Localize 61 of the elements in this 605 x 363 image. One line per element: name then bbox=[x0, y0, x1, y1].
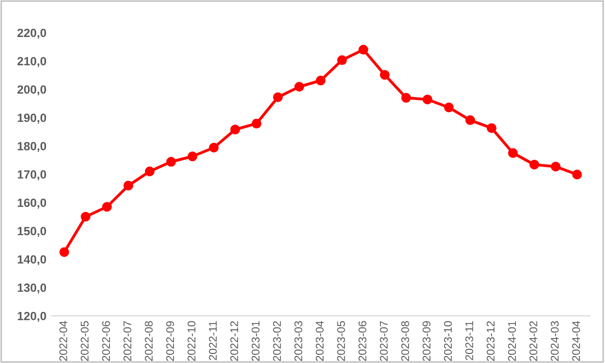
x-tick-label: 2023-07 bbox=[380, 321, 388, 361]
x-tick-label: 2022-12 bbox=[230, 321, 238, 361]
x-tick-label: 2024-03 bbox=[550, 321, 559, 361]
point bbox=[572, 170, 582, 180]
x-tick-label: 2023-09 bbox=[422, 321, 430, 361]
y-tick-label: 210,0 bbox=[17, 57, 46, 68]
point bbox=[166, 156, 176, 167]
x-tick-label: 2023-01 bbox=[252, 321, 260, 361]
y-tick-label: 170,0 bbox=[18, 170, 46, 180]
x-tick-label: 2023-02 bbox=[273, 321, 281, 361]
x-tick-label: 2023-05 bbox=[337, 321, 345, 361]
point bbox=[380, 70, 390, 80]
y-tick-label: 220,0 bbox=[17, 28, 46, 39]
point bbox=[188, 152, 198, 162]
x-tick-label: 2022-10 bbox=[188, 321, 196, 361]
y-tick-label: 180,0 bbox=[18, 142, 46, 152]
x-tick-label: 2024-04 bbox=[572, 320, 580, 361]
x-tick-label: 2022-07 bbox=[123, 321, 132, 361]
point bbox=[550, 162, 561, 172]
point bbox=[465, 115, 476, 126]
y-tick-label: 160,0 bbox=[18, 198, 46, 209]
x-tick-label: 2023-10 bbox=[444, 321, 452, 361]
point bbox=[358, 44, 368, 55]
x-tick-label: 2022-06 bbox=[102, 321, 110, 361]
point bbox=[444, 102, 454, 112]
point bbox=[80, 212, 90, 222]
x-tick-label: 2023-08 bbox=[401, 321, 410, 361]
point bbox=[401, 92, 411, 103]
point bbox=[316, 76, 326, 86]
x-tick-label: 2023-04 bbox=[316, 320, 324, 361]
x-tick-label: 2022-04 bbox=[59, 320, 68, 361]
x-tick-label: 2022-08 bbox=[144, 321, 153, 361]
point bbox=[422, 94, 432, 104]
x-tick-label: 2023-11 bbox=[465, 321, 474, 360]
y-tick-label: 200,0 bbox=[17, 85, 46, 96]
x-tick-label: 2024-02 bbox=[529, 321, 538, 361]
x-tick-label: 2023-03 bbox=[294, 321, 302, 361]
x-tick-label: 2022-09 bbox=[166, 321, 174, 361]
point bbox=[273, 92, 283, 102]
point bbox=[144, 166, 155, 176]
point bbox=[337, 55, 347, 65]
point bbox=[294, 82, 304, 92]
x-tick-label: 2022-11 bbox=[208, 321, 217, 360]
point bbox=[230, 124, 240, 134]
x-tick-label: 2023-12 bbox=[486, 321, 495, 361]
y-tick-label: 120,0 bbox=[18, 312, 46, 322]
y-tick-label: 150,0 bbox=[18, 226, 46, 237]
y-tick-label: 130,0 bbox=[18, 284, 46, 294]
x-tick-label: 2022-05 bbox=[80, 321, 89, 361]
x-tick-label: 2023-06 bbox=[358, 321, 366, 361]
point bbox=[508, 148, 518, 158]
x-tick-label: 2024-01 bbox=[508, 321, 516, 361]
y-tick-label: 140,0 bbox=[18, 255, 46, 266]
point bbox=[529, 160, 540, 170]
point bbox=[102, 202, 112, 212]
y-tick-label: 190,0 bbox=[18, 114, 46, 124]
point bbox=[123, 180, 134, 190]
point bbox=[59, 247, 70, 257]
point bbox=[252, 118, 262, 128]
point bbox=[208, 142, 219, 152]
point bbox=[486, 123, 496, 133]
